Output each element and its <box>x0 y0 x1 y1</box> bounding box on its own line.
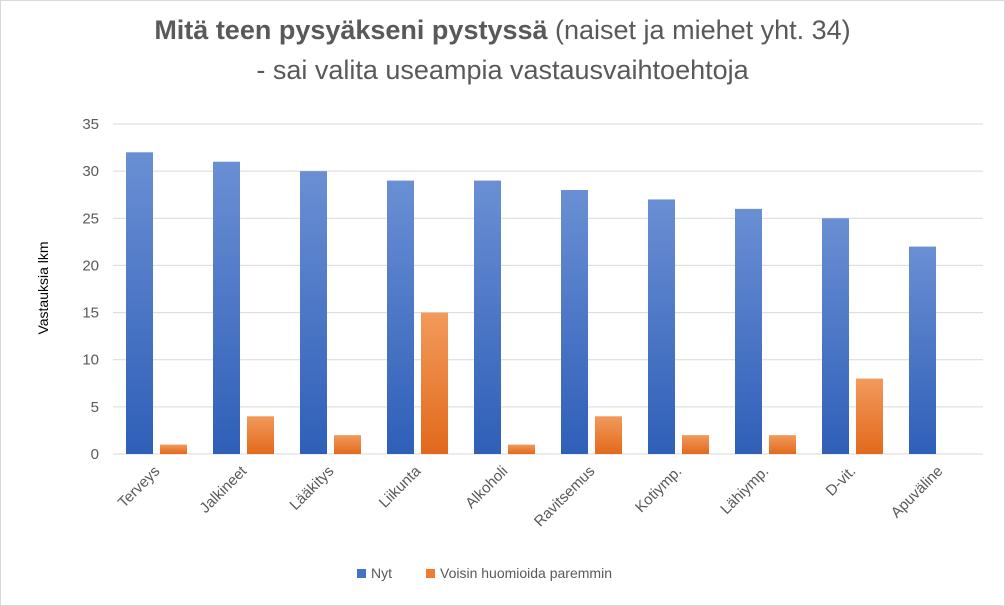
x-tick-label: Lähiymp. <box>717 463 772 518</box>
bar-nyt-6 <box>648 199 675 454</box>
x-tick-label: Jalkineet <box>196 462 250 516</box>
bar-voisin-0 <box>160 444 187 454</box>
y-tick-label: 20 <box>82 257 99 274</box>
legend: Nyt Voisin huomioida paremmin <box>357 565 612 581</box>
bar-voisin-2 <box>334 435 361 454</box>
y-axis-title: Vastauksia lkm <box>35 241 51 334</box>
y-tick-label: 25 <box>82 210 99 227</box>
bar-nyt-5 <box>561 190 588 454</box>
bar-voisin-8 <box>856 378 883 454</box>
bar-nyt-2 <box>300 171 327 454</box>
chart-title-rest: (naiset ja miehet yht. 34) <box>547 15 851 45</box>
bars <box>126 152 936 455</box>
chart-title: Mitä teen pysyäkseni pystyssä (naiset ja… <box>0 10 1005 90</box>
bar-nyt-0 <box>126 152 153 455</box>
y-tick-label: 10 <box>82 352 99 369</box>
gridlines <box>113 123 983 455</box>
legend-label: Voisin huomioida paremmin <box>440 565 612 581</box>
y-tick-label: 35 <box>82 116 99 133</box>
y-tick-label: 5 <box>91 399 99 416</box>
x-tick-label: Kotiymp. <box>632 463 685 516</box>
bar-nyt-4 <box>474 180 501 455</box>
bar-nyt-1 <box>213 161 240 454</box>
legend-swatch <box>357 569 366 578</box>
bar-voisin-5 <box>595 416 622 454</box>
bar-nyt-8 <box>822 218 849 454</box>
y-axis-ticks: 0 5 10 15 20 25 30 35 <box>82 116 99 463</box>
legend-swatch <box>426 569 435 578</box>
x-tick-label: Terveys <box>115 463 164 512</box>
chart-title-bold: Mitä teen pysyäkseni pystyssä <box>154 15 548 45</box>
x-tick-label: Liikunta <box>376 462 425 511</box>
x-tick-label: Lääkitys <box>286 463 337 514</box>
y-tick-label: 15 <box>82 305 99 322</box>
y-tick-label: 0 <box>91 446 99 463</box>
bar-voisin-1 <box>247 416 274 454</box>
chart-subtitle: - sai valita useampia vastausvaihtoehtoj… <box>256 55 749 85</box>
bar-nyt-9 <box>909 246 936 454</box>
legend-label: Nyt <box>371 565 392 581</box>
y-tick-label: 30 <box>82 163 99 180</box>
x-tick-label: Alkoholi <box>462 463 511 512</box>
x-tick-label: Apuväline <box>888 463 947 522</box>
bar-voisin-6 <box>682 435 709 454</box>
x-tick-label: D-vit. <box>823 463 860 500</box>
bar-voisin-4 <box>508 444 535 454</box>
x-tick-label: Ravitsemus <box>531 463 598 530</box>
bar-voisin-7 <box>769 435 796 454</box>
bar-nyt-7 <box>735 208 762 454</box>
bar-voisin-3 <box>421 312 448 454</box>
bar-nyt-3 <box>387 180 414 455</box>
x-axis-ticks: Terveys Jalkineet Lääkitys Liikunta Alkoholi… <box>115 462 947 530</box>
